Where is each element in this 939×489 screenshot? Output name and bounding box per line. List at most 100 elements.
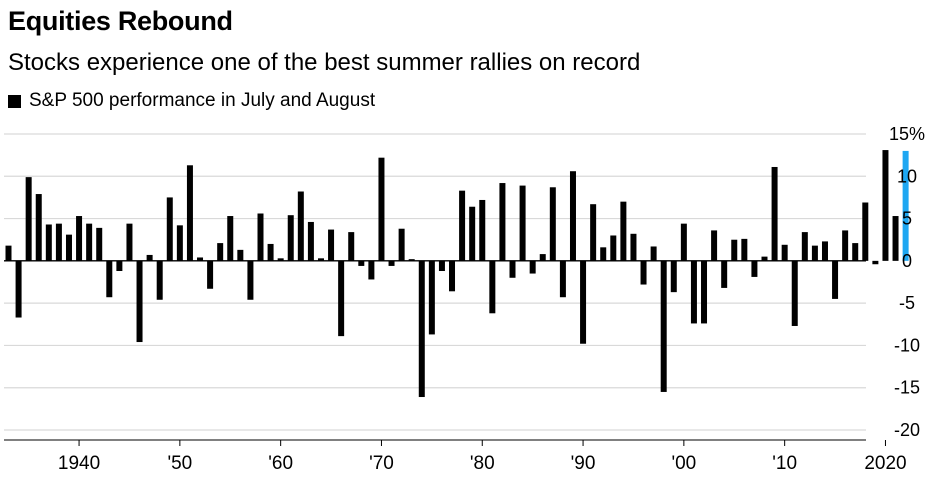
bar-2001 xyxy=(690,260,697,324)
bar-1968 xyxy=(358,260,365,266)
bar-1954 xyxy=(217,243,224,261)
bar-1961 xyxy=(287,215,294,261)
bar-2000 xyxy=(680,223,687,261)
bar-1962 xyxy=(297,191,304,261)
bar-1964 xyxy=(317,258,324,261)
bar-1940 xyxy=(76,216,83,261)
y-tick-label: 0 xyxy=(902,251,912,271)
bar-1956 xyxy=(237,249,244,261)
bar-2003 xyxy=(711,230,718,261)
bar-1951 xyxy=(186,165,193,261)
bar-1995 xyxy=(630,233,637,261)
bar-1938 xyxy=(55,223,62,261)
bar-2020 xyxy=(882,150,889,261)
y-tick-label: -15 xyxy=(894,378,920,398)
bar-1996 xyxy=(640,260,647,285)
bar-1974 xyxy=(418,260,425,398)
bar-1979 xyxy=(469,206,476,261)
bar-1958 xyxy=(257,213,264,261)
bar-2016 xyxy=(842,230,849,261)
x-tick-label: '90 xyxy=(571,453,596,474)
bar-1963 xyxy=(307,221,314,261)
gridlines xyxy=(4,133,866,431)
bar-1970 xyxy=(378,157,385,261)
bar-1991 xyxy=(590,204,597,261)
bar-1936 xyxy=(35,194,42,261)
y-tick-label: -10 xyxy=(894,335,920,355)
bar-1989 xyxy=(569,171,576,261)
bar-1965 xyxy=(328,229,335,261)
bars xyxy=(5,150,909,398)
bar-2017 xyxy=(852,243,859,261)
bar-1934 xyxy=(15,260,22,318)
y-tick-label: 5 xyxy=(902,209,912,229)
bar-1969 xyxy=(368,260,375,280)
bar-1967 xyxy=(348,232,355,261)
axes: 15% 10 5 0 -5 -10 -15 -20 1940 '50 '60 '70 '80 '90 '00… xyxy=(4,124,925,474)
bar-2021 xyxy=(892,216,899,261)
x-tick-label: 2020 xyxy=(864,453,906,474)
bar-1978 xyxy=(459,190,466,261)
x-tick-label: '10 xyxy=(772,453,797,474)
x-tick-label: '50 xyxy=(167,453,192,474)
bar-1944 xyxy=(116,260,123,272)
bar-1959 xyxy=(267,243,274,261)
bar-2012 xyxy=(801,232,808,261)
bar-1935 xyxy=(25,177,32,261)
bar-1966 xyxy=(338,260,345,337)
bar-1993 xyxy=(610,235,617,261)
bar-1946 xyxy=(136,260,143,343)
bar-1983 xyxy=(509,260,516,278)
bar-1955 xyxy=(227,216,234,261)
chart-title: Equities Rebound xyxy=(8,6,233,36)
bar-1986 xyxy=(539,254,546,261)
chart-subtitle: Stocks experience one of the best summer… xyxy=(8,49,641,76)
bar-1943 xyxy=(106,260,113,298)
bar-2008 xyxy=(761,256,768,261)
legend: S&P 500 performance in July and August xyxy=(8,90,375,112)
bar-1937 xyxy=(45,224,52,261)
bar-1948 xyxy=(156,260,163,300)
bar-1992 xyxy=(600,247,607,261)
y-tick-label: 15% xyxy=(889,124,925,144)
bar-1975 xyxy=(428,260,435,335)
bar-2014 xyxy=(821,241,828,261)
bar-1976 xyxy=(438,260,445,272)
bar-2013 xyxy=(811,245,818,261)
x-tick-label: '80 xyxy=(470,453,495,474)
x-tick-label: '70 xyxy=(369,453,394,474)
x-tick-label: '00 xyxy=(671,453,696,474)
y-tick-label: -20 xyxy=(894,420,920,440)
bar-1997 xyxy=(650,246,657,261)
bar-2019 xyxy=(872,260,879,265)
x-tick-label: 1940 xyxy=(58,453,100,474)
bar-1947 xyxy=(146,254,153,261)
bar-1981 xyxy=(489,260,496,314)
bar-2022 xyxy=(902,150,909,261)
bar-2015 xyxy=(832,260,839,299)
bar-1987 xyxy=(549,187,556,261)
bar-2011 xyxy=(791,260,798,326)
bar-1999 xyxy=(670,260,677,293)
bar-1971 xyxy=(388,260,395,266)
bar-2004 xyxy=(721,260,728,288)
bar-1950 xyxy=(176,225,183,261)
bar-2007 xyxy=(751,260,758,277)
bar-1939 xyxy=(65,234,72,261)
bar-2002 xyxy=(701,260,708,324)
bar-1972 xyxy=(398,228,405,261)
bar-2018 xyxy=(862,202,869,261)
bar-1998 xyxy=(660,260,667,392)
bar-1990 xyxy=(580,260,587,344)
bar-1949 xyxy=(166,197,173,261)
bar-2006 xyxy=(741,238,748,261)
legend-label: S&P 500 performance in July and August xyxy=(29,90,376,111)
legend-swatch xyxy=(8,94,21,108)
bar-1952 xyxy=(197,257,204,261)
y-tick-label: 10 xyxy=(897,166,917,186)
bar-1953 xyxy=(207,260,214,289)
bar-1985 xyxy=(529,260,536,274)
bar-1980 xyxy=(479,199,486,261)
bar-1941 xyxy=(86,223,93,261)
y-tick-label: -5 xyxy=(899,293,915,313)
